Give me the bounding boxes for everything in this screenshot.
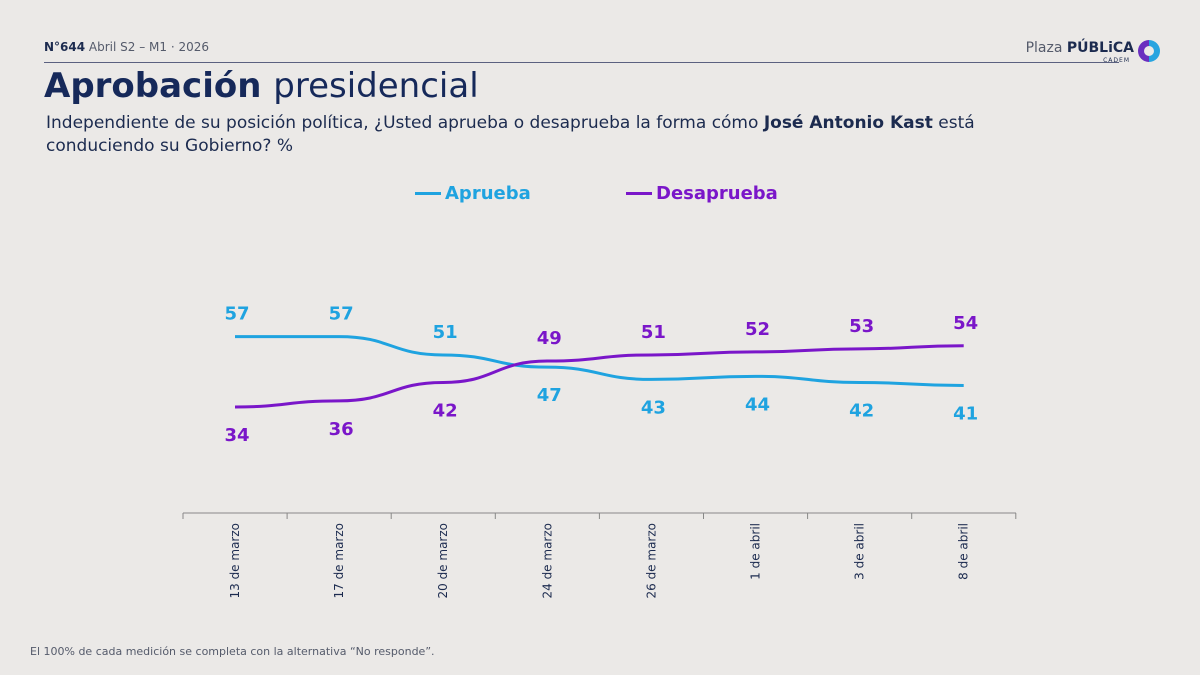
data-label: 52 [745,319,770,340]
legend-swatch [415,192,441,195]
series-line-aprueba [234,335,964,388]
x-tick-label: 13 de marzo [228,523,242,599]
x-tick-label: 1 de abril [749,523,763,580]
x-tick-label: 26 de marzo [644,523,658,599]
logo-mark-icon [1138,40,1160,62]
question-text-end: está conduciendo su Gobierno? % [46,113,975,156]
header-rule [44,62,1119,63]
issue-info: N°644 Abril S2 – M1 · 2026 [44,40,209,54]
data-label: 51 [641,322,666,343]
question-name: José Antonio Kast [763,113,933,133]
series-line-desaprueba [234,344,964,409]
issue-detail: Abril S2 – M1 · 2026 [88,40,210,54]
data-label: 42 [433,400,458,421]
question-text: Independiente de su posición política, ¿… [46,113,764,133]
logo-text-bold: PÚBLiCA [1066,40,1134,56]
footnote: El 100% de cada medición se completa con… [30,645,435,658]
x-tick-label: 20 de marzo [436,523,450,599]
legend-label: Aprueba [445,183,531,204]
legend-desaprueba: Desaprueba [626,183,778,204]
logo-text-light: Plaza [1025,40,1063,56]
data-label: 53 [849,316,874,337]
data-label: 44 [745,394,770,415]
page-title: Aprobación presidencial [44,66,479,106]
title-regular: presidencial [273,66,479,106]
logo-sub: CADEM [1103,57,1130,64]
data-label: 34 [224,425,249,446]
data-label: 54 [953,313,978,334]
title-bold: Aprobación [44,66,262,106]
question: Independiente de su posición política, ¿… [46,112,1046,158]
data-label: 42 [849,400,874,421]
logo: Plaza PÚBLiCA [1026,40,1134,56]
data-label: 57 [224,304,249,325]
legend-label: Desaprueba [656,183,778,204]
x-tick-label: 24 de marzo [540,523,554,599]
legend-swatch [626,192,652,195]
issue-number: N°644 [44,40,86,54]
x-tick-label: 3 de abril [853,523,867,580]
data-label: 43 [641,397,666,418]
data-label: 49 [537,328,562,349]
data-label: 51 [433,322,458,343]
data-label: 41 [953,404,978,425]
x-tick-label: 8 de abril [957,523,971,580]
data-label: 36 [329,419,354,440]
data-label: 47 [537,385,562,406]
x-tick-label: 17 de marzo [332,523,346,599]
legend-aprueba: Aprueba [415,183,531,204]
data-label: 57 [329,304,354,325]
